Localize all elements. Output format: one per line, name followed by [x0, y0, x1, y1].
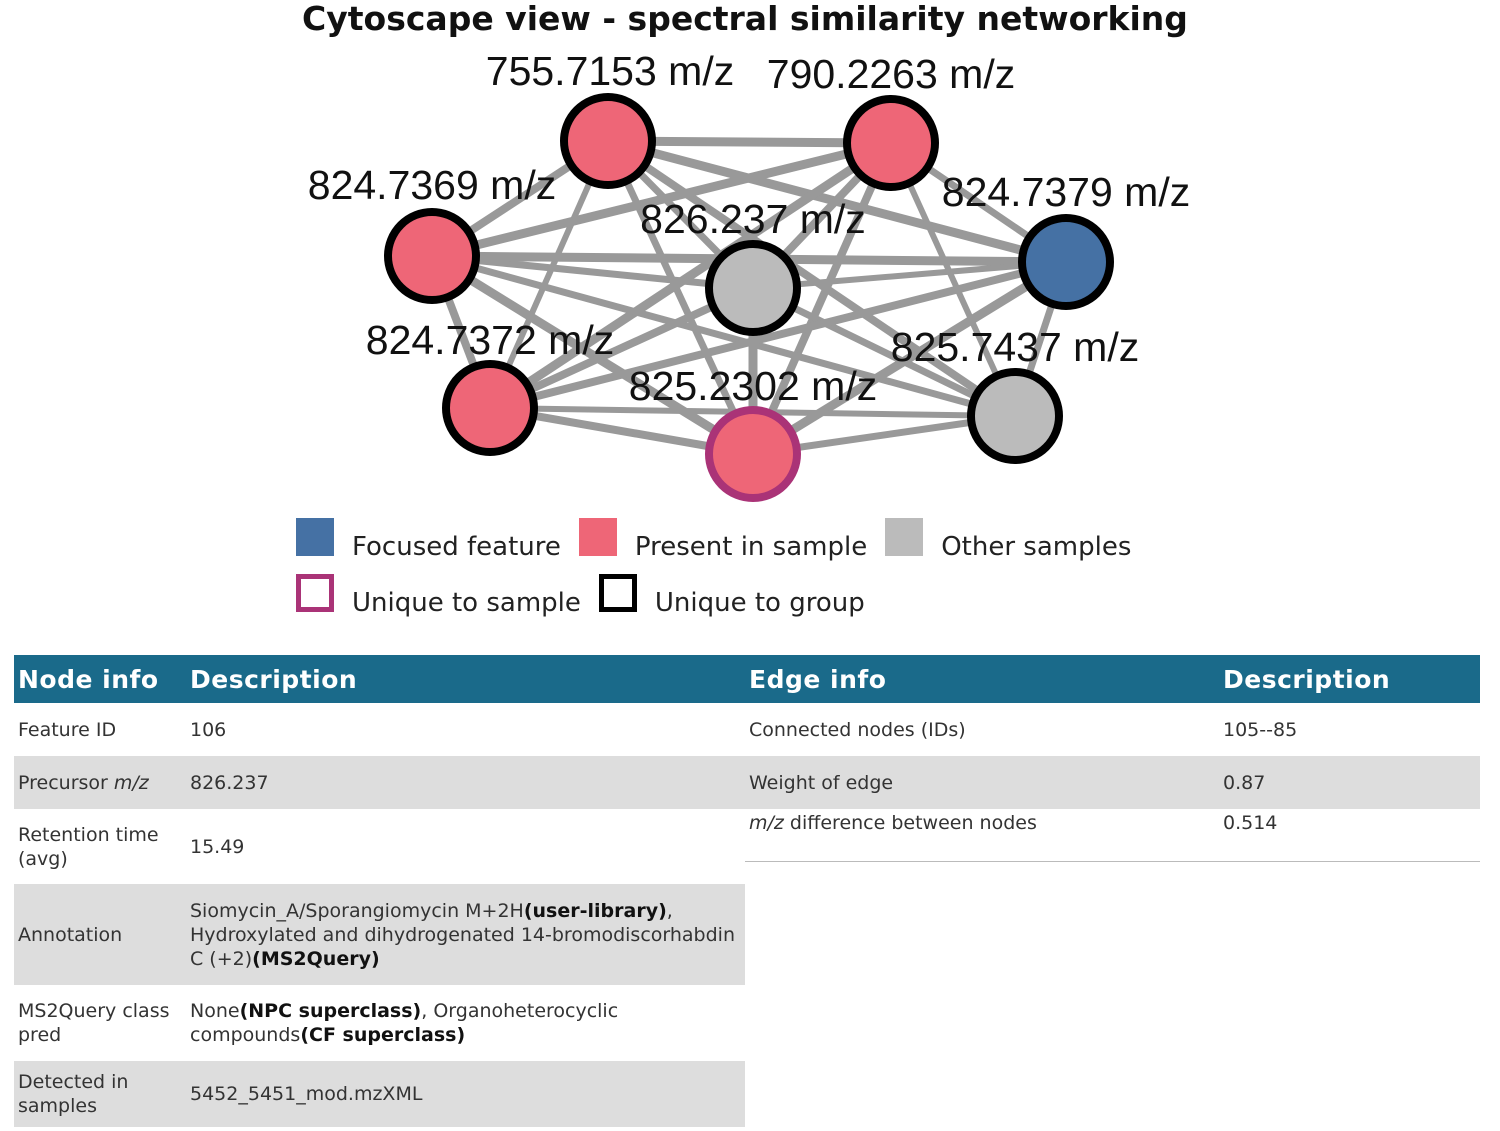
network-node[interactable] [705, 240, 801, 336]
table-row: Weight of edge 0.87 [745, 756, 1480, 809]
legend-swatch-unique-group [598, 574, 637, 612]
row-label: Precursor m/z [14, 756, 186, 809]
table-row: Feature ID 106 [14, 703, 745, 756]
network-node[interactable] [843, 95, 939, 191]
row-label: MS2Query class pred [18, 1000, 170, 1046]
legend-item-other: Other samples [885, 518, 1131, 562]
network-edge[interactable] [487, 139, 894, 412]
node-label: 824.7372 m/z [366, 317, 614, 363]
network-node[interactable] [967, 368, 1063, 464]
network-edge[interactable] [430, 138, 893, 261]
node-label: 755.7153 m/z [486, 48, 734, 94]
row-value: None(NPC superclass), Organoheterocyclic… [190, 1000, 619, 1046]
node-info-header: Node info [14, 655, 186, 703]
node-description-header: Description [186, 655, 745, 703]
row-label: Weight of edge [745, 756, 1219, 809]
row-value: 826.237 [186, 756, 745, 809]
edge-table-header: Edge info Description [745, 655, 1480, 703]
edge-info-table: Edge info Description Connected nodes (I… [745, 655, 1480, 862]
legend-item-unique-sample: Unique to sample [296, 574, 581, 618]
row-label: Detected in samples [14, 1061, 186, 1127]
row-value: 15.49 [190, 835, 245, 858]
network-node[interactable] [705, 406, 801, 502]
node-table-header: Node info Description [14, 655, 745, 703]
legend: Focused feature Present in sample Other … [296, 518, 1196, 630]
network-edge[interactable] [604, 139, 757, 456]
legend-item-present: Present in sample [578, 518, 868, 562]
legend-label-other: Other samples [941, 532, 1132, 562]
legend-label-unique-group: Unique to group [654, 588, 865, 618]
node-label: 825.2302 m/z [629, 363, 877, 409]
network-edge[interactable] [752, 259, 1067, 291]
table-row: Connected nodes (IDs) 105--85 [745, 703, 1480, 756]
page-title: Cytoscape view - spectral similarity net… [302, 0, 1188, 38]
network-node[interactable] [442, 360, 538, 456]
network-edge[interactable] [488, 284, 755, 412]
node-label: 825.7437 m/z [891, 324, 1139, 370]
legend-label-present: Present in sample [634, 532, 868, 562]
table-row: Detected in samples 5452_5451_mod.mzXML [14, 1061, 745, 1127]
network-edge[interactable] [431, 252, 754, 292]
network-edge[interactable] [431, 252, 1016, 420]
network-edge[interactable] [749, 141, 895, 456]
network-edge[interactable] [888, 141, 1018, 418]
network-node[interactable] [1018, 214, 1114, 310]
network-graph[interactable]: 755.7153 m/z 790.2263 m/z 824.7369 m/z 826.… [0, 0, 1500, 510]
legend-label-focused: Focused feature [352, 532, 561, 562]
row-value: 0.87 [1219, 756, 1480, 809]
node-info-table: Node info Description Feature ID 106 Pre… [14, 655, 745, 1127]
legend-item-unique-group: Unique to group [598, 574, 865, 618]
row-label: Retention time (avg) [18, 823, 159, 870]
row-value: Siomycin_A/Sporangiomycin M+2H(user-libr… [186, 884, 745, 985]
row-label: m/z difference between nodes [745, 809, 1219, 862]
row-label: Feature ID [18, 718, 117, 741]
network-node[interactable] [384, 208, 480, 304]
row-value: 5452_5451_mod.mzXML [186, 1061, 745, 1127]
table-row: Retention time (avg) 15.49 [14, 809, 745, 884]
table-row: Annotation Siomycin_A/Sporangiomycin M+2… [14, 884, 745, 985]
legend-swatch-present [578, 518, 617, 556]
legend-swatch-unique-sample [296, 574, 334, 612]
row-label: Connected nodes (IDs) [749, 718, 966, 741]
row-value: 106 [190, 718, 227, 741]
legend-item-focused: Focused feature [296, 518, 561, 562]
legend-swatch-focused [296, 518, 334, 556]
row-value: 105--85 [1223, 718, 1298, 741]
network-edge[interactable] [605, 137, 1018, 420]
row-value: 0.514 [1219, 809, 1480, 862]
table-row: Precursor m/z 826.237 [14, 756, 745, 809]
table-row: MS2Query class pred None(NPC superclass)… [14, 985, 745, 1061]
node-label: 824.7379 m/z [942, 169, 1190, 215]
node-label: 824.7369 m/z [308, 162, 556, 208]
network-edge[interactable] [429, 252, 756, 458]
edge-info-header: Edge info [745, 655, 1219, 703]
legend-label-unique-sample: Unique to sample [352, 588, 581, 618]
table-row: m/z difference between nodes 0.514 [745, 809, 1480, 862]
legend-swatch-other [885, 518, 924, 556]
row-label: Annotation [14, 884, 186, 985]
node-label: 790.2263 m/z [767, 51, 1015, 97]
network-edge[interactable] [489, 258, 1067, 412]
network-edge[interactable] [751, 284, 1017, 420]
node-label: 826.237 m/z [640, 196, 866, 242]
network-edge[interactable] [487, 139, 611, 410]
edge-description-header: Description [1219, 655, 1480, 703]
network-node[interactable] [560, 93, 656, 189]
labels-layer: 755.7153 m/z 790.2263 m/z 824.7369 m/z 826.… [308, 48, 1190, 409]
network-edge[interactable] [750, 258, 1069, 458]
nodes-layer [384, 93, 1114, 502]
